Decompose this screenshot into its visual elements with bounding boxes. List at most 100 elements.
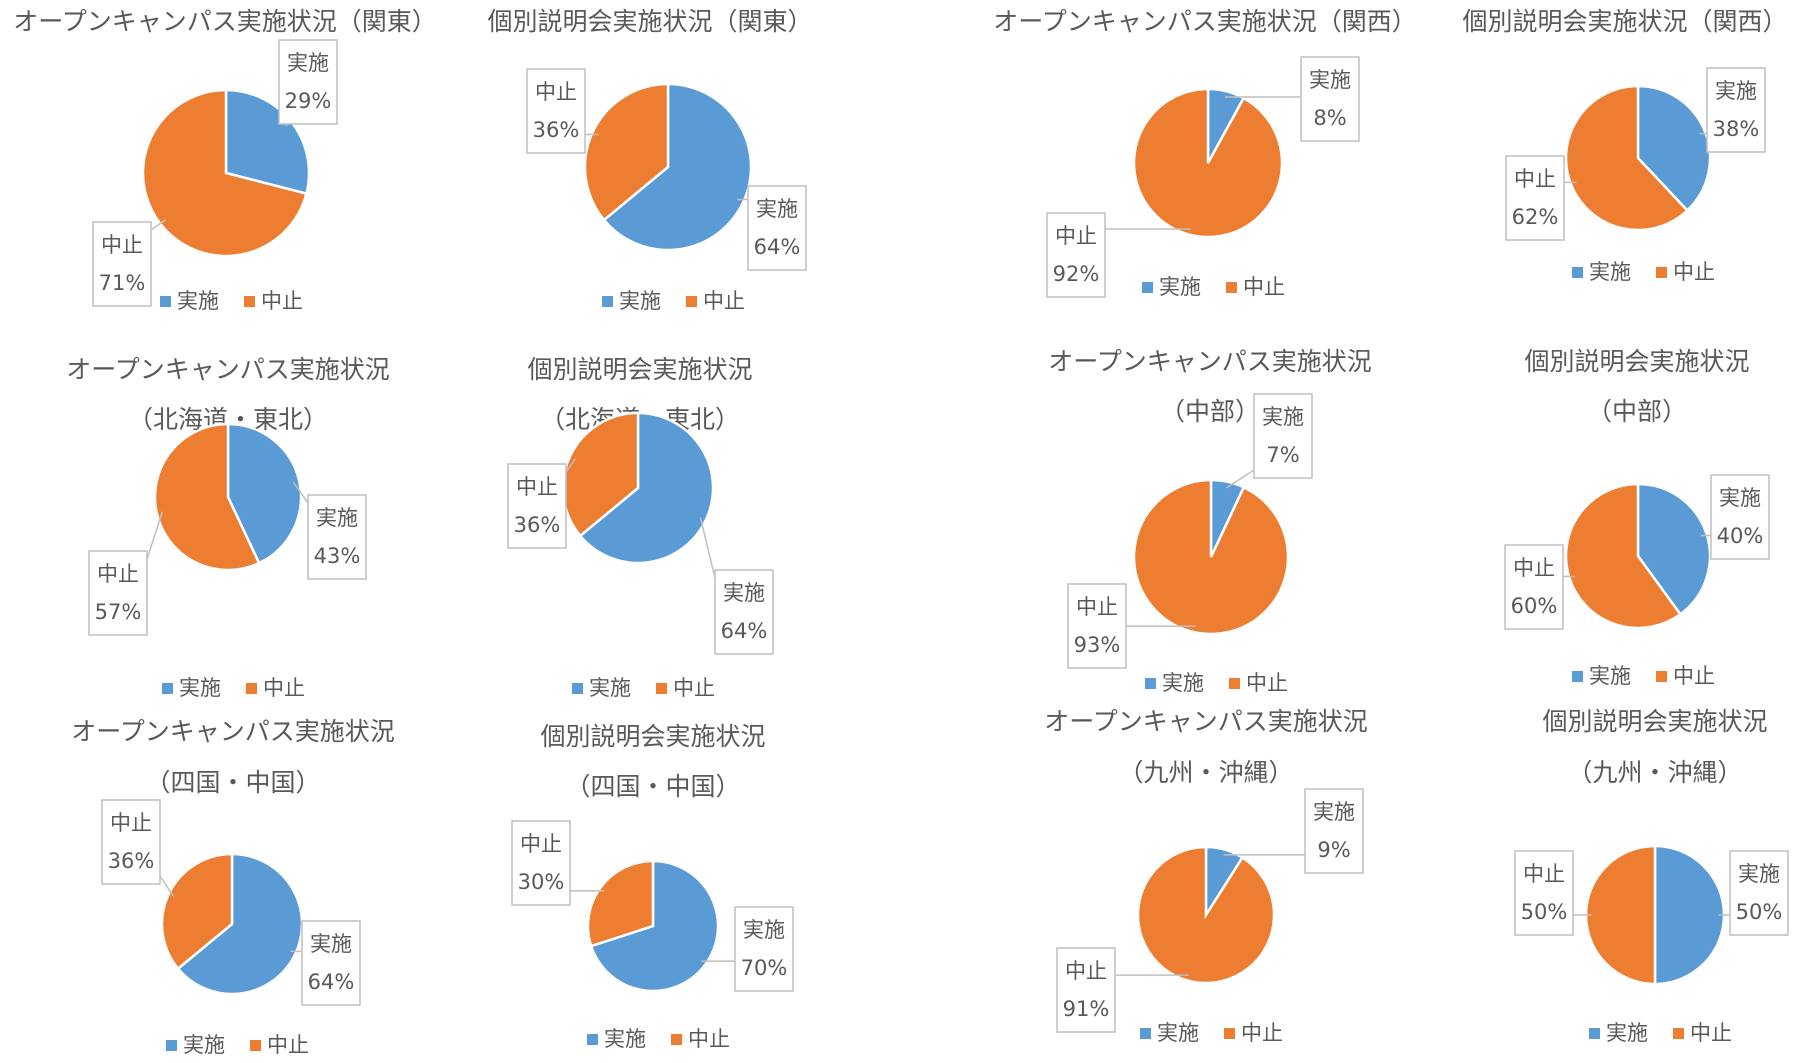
data-label-box [511, 820, 571, 906]
legend-label-chushi: 中止 [1241, 1021, 1283, 1045]
data-label-box [1710, 474, 1770, 560]
legend-swatch-chushi [1656, 671, 1667, 682]
pie-slice-jisshi [1636, 84, 1712, 213]
data-label-box [1504, 544, 1564, 630]
legend-swatch-jisshi [160, 296, 171, 307]
data-label-box [1514, 850, 1574, 936]
data-label-value: 36% [514, 513, 561, 537]
data-label-box [1300, 56, 1360, 142]
data-label-box [1056, 947, 1116, 1033]
data-label-value: 36% [108, 849, 155, 873]
legend-swatch-chushi [1656, 267, 1667, 278]
legend-swatch-jisshi [1140, 1028, 1151, 1039]
data-label-box [747, 185, 807, 271]
data-label-box [1046, 212, 1106, 298]
legend-label-jisshi: 実施 [179, 676, 221, 700]
chart-title-line: オープンキャンパス実施状況 [66, 355, 390, 384]
chart-legend: 実施 中止 [587, 1027, 730, 1051]
data-label-category: 中止 [110, 811, 152, 835]
legend-label-chushi: 中止 [1673, 260, 1715, 284]
data-label-box [1304, 788, 1364, 874]
pie-slice-jisshi [589, 859, 720, 993]
chart-title-line: 個別説明会実施状況（関東） [487, 7, 812, 36]
data-label-value: 50% [1736, 900, 1783, 924]
legend-label-chushi: 中止 [1243, 275, 1285, 299]
chart-title-line: 個別説明会実施状況（関西） [1462, 7, 1787, 36]
data-label-box [88, 550, 148, 636]
legend-label-jisshi: 実施 [1159, 275, 1201, 299]
data-label-value: 57% [95, 600, 142, 624]
chart-legend: 実施 中止 [166, 1033, 309, 1057]
data-label-box [92, 221, 152, 307]
legend-label-chushi: 中止 [1673, 664, 1715, 688]
chart-title-line: 個別説明会実施状況 [1524, 347, 1749, 376]
legend-label-jisshi: 実施 [1606, 1021, 1648, 1045]
data-label-value: 71% [99, 271, 146, 295]
legend-swatch-chushi [1229, 678, 1240, 689]
chart-title-line: オープンキャンパス実施状況 [1044, 707, 1368, 736]
pie-slice-jisshi [602, 82, 753, 252]
data-label-category: 実施 [1313, 800, 1355, 824]
chart-legend: 実施 中止 [160, 289, 303, 313]
legend-swatch-chushi [246, 683, 257, 694]
chart-legend: 実施 中止 [1140, 1021, 1283, 1045]
pie-slice-chushi [1132, 478, 1290, 636]
legend-label-chushi: 中止 [263, 676, 305, 700]
chart-title-line: 個別説明会実施状況 [540, 722, 765, 751]
legend-swatch-chushi [1673, 1028, 1684, 1039]
pie-slice-jisshi [1636, 482, 1712, 616]
data-label-category: 実施 [1715, 79, 1757, 103]
data-label-category: 中止 [97, 562, 139, 586]
data-label-box [1729, 850, 1789, 936]
callout-leader-line [146, 511, 164, 560]
legend-swatch-jisshi [166, 1040, 177, 1051]
data-label-value: 50% [1521, 900, 1568, 924]
data-label-box [507, 463, 567, 549]
data-label-value: 30% [518, 870, 565, 894]
legend-swatch-chushi [244, 296, 255, 307]
data-label-value: 60% [1511, 594, 1558, 618]
data-label-category: 実施 [743, 918, 785, 942]
data-label-value: 38% [1713, 117, 1760, 141]
chart-title-line: （中部） [1160, 397, 1260, 426]
data-label-value: 7% [1266, 443, 1299, 467]
legend-label-jisshi: 実施 [183, 1033, 225, 1057]
pie-slice-chushi [561, 411, 640, 538]
chart-title-line: オープンキャンパス実施状況（関東） [13, 7, 437, 36]
data-label-category: 中止 [1065, 959, 1107, 983]
legend-label-jisshi: 実施 [1157, 1021, 1199, 1045]
callout-leader-line [159, 875, 175, 897]
data-label-box [301, 920, 361, 1006]
chart-title-line: オープンキャンパス実施状況 [71, 717, 395, 746]
data-label-value: 29% [285, 89, 332, 113]
data-label-box [278, 39, 338, 125]
callout-leader-line [699, 517, 716, 579]
legend-label-jisshi: 実施 [604, 1027, 646, 1051]
legend-swatch-jisshi [162, 683, 173, 694]
pie-slice-jisshi [176, 852, 304, 996]
legend-swatch-jisshi [602, 296, 613, 307]
data-label-value: 40% [1717, 524, 1764, 548]
pie-slice-chushi [583, 82, 670, 222]
data-label-value: 91% [1063, 997, 1110, 1021]
data-label-value: 92% [1053, 262, 1100, 286]
data-label-value: 8% [1313, 106, 1346, 130]
data-label-category: 中止 [1076, 595, 1118, 619]
chart-legend: 実施 中止 [162, 676, 305, 700]
data-label-category: 中止 [1523, 862, 1565, 886]
legend-label-chushi: 中止 [1690, 1021, 1732, 1045]
chart-title-line: オープンキャンパス実施状況 [1048, 347, 1372, 376]
legend-label-jisshi: 実施 [1162, 671, 1204, 695]
chart-title-line: （中部） [1587, 397, 1687, 426]
data-label-value: 43% [314, 544, 361, 568]
chart-title-line: （九州・沖縄） [1567, 758, 1742, 787]
legend-label-chushi: 中止 [703, 289, 745, 313]
legend-label-chushi: 中止 [261, 289, 303, 313]
data-label-category: 実施 [316, 506, 358, 530]
data-label-category: 実施 [1262, 405, 1304, 429]
legend-label-chushi: 中止 [267, 1033, 309, 1057]
pie-slice-chushi [1564, 482, 1683, 630]
